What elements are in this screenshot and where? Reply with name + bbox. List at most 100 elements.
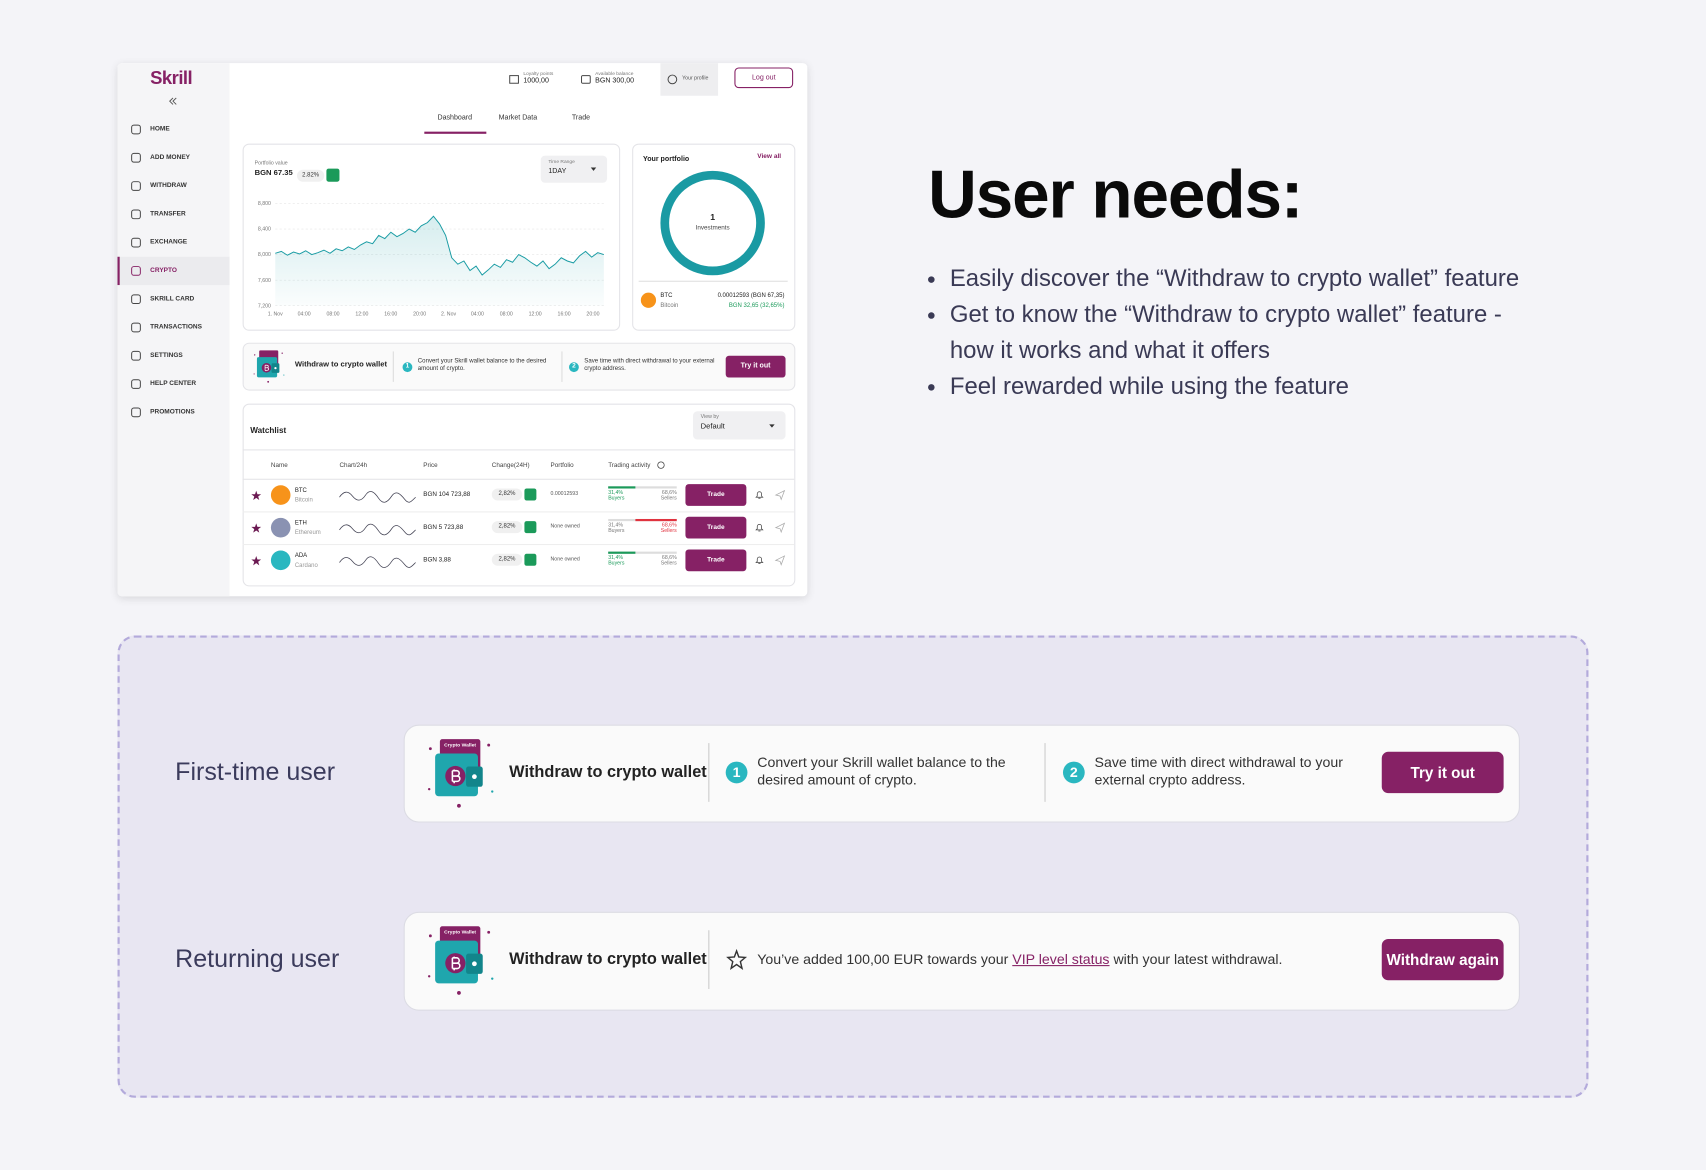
icon-shape [581, 75, 591, 84]
trade-button[interactable]: Trade [685, 516, 747, 539]
banner-title: Withdraw to crypto wallet [509, 949, 707, 969]
view-all-link[interactable]: View all [757, 153, 782, 160]
nav-item[interactable]: WITHDRAW [150, 182, 187, 190]
balance-icon [581, 75, 591, 84]
reward-message: You’ve added 100,00 EUR towards your VIP… [757, 951, 1282, 968]
coin-symbol [451, 956, 461, 971]
nav-item[interactable]: CRYPTO [150, 267, 177, 275]
nav-icon-shape [131, 124, 141, 135]
icon-shape [667, 74, 678, 85]
tab[interactable]: Trade [571, 114, 591, 122]
sellers-label: Sellers [660, 528, 677, 535]
wallet-icon-label: Crypto Wallet [444, 929, 476, 935]
star [251, 523, 262, 533]
star-icon [251, 523, 262, 533]
holding: None owned [550, 557, 580, 563]
buyers-value: 31,4% [608, 490, 623, 497]
wallet-icon-label: Crypto Wallet [444, 742, 476, 748]
nav-icon-shape [131, 266, 141, 276]
range-value[interactable]: 1DAY [548, 167, 567, 176]
watchlist-title: Watchlist [250, 425, 287, 436]
send [774, 555, 786, 566]
bullet [928, 384, 935, 391]
coin-icon [270, 550, 291, 571]
nav-item[interactable]: ADD MONEY [150, 154, 191, 162]
send [774, 522, 786, 534]
nav-icon [131, 266, 141, 276]
y-tick-label: 8,400 [258, 227, 271, 233]
nav-item[interactable]: TRANSACTIONS [150, 324, 203, 331]
coin-symbol: ETH [294, 520, 307, 527]
needs-title: User needs: [928, 157, 1303, 233]
send-icon [774, 555, 786, 566]
sparkle [491, 790, 494, 793]
sellers-value: 68,6% [661, 523, 677, 529]
nav-item[interactable]: SETTINGS [150, 352, 183, 360]
caret [590, 167, 597, 171]
change-pill: 2,82% [491, 553, 523, 566]
bell [755, 491, 764, 499]
cta-button[interactable]: Try it out [1381, 751, 1504, 794]
nav-item[interactable]: TRANSFER [150, 211, 186, 218]
sparkle [487, 930, 491, 934]
price: BGN 5 723,88 [423, 524, 464, 531]
column-header: Name [270, 462, 288, 469]
nav-icon [131, 209, 141, 220]
holding-gain: BGN 32,65 (32,65%) [728, 302, 785, 309]
holding: 0.00012593 [550, 491, 579, 498]
caret-shape [590, 167, 597, 171]
try-button[interactable]: Try it out [725, 355, 786, 378]
nav-item[interactable]: SKRILL CARD [150, 295, 195, 303]
x-tick-label: 1. Nov [268, 312, 283, 318]
cta-button[interactable]: Withdraw again [1381, 938, 1504, 981]
activity-bar [608, 486, 636, 488]
sparkle [457, 803, 461, 808]
x-tick-label: 20:00 [586, 312, 599, 318]
nav-item[interactable]: HOME [150, 126, 170, 133]
variant-label: First-time user [175, 757, 336, 786]
price: BGN 104 723,88 [423, 491, 471, 499]
star [251, 555, 262, 566]
nav-active-bar [117, 256, 120, 286]
x-tick-label: 12:00 [529, 312, 542, 318]
x-tick-label: 20:00 [413, 312, 426, 318]
star-outline [726, 948, 748, 970]
nav-icon-shape [131, 350, 141, 361]
trend-badge [524, 488, 537, 501]
bell-icon [755, 556, 764, 564]
portfolio-value: BGN 67.35 [254, 169, 293, 178]
loyalty-icon [509, 75, 519, 84]
trade-button[interactable]: Trade [685, 549, 747, 572]
sparkle [283, 374, 285, 376]
nav-item[interactable]: EXCHANGE [150, 239, 188, 246]
vip-link[interactable]: VIP level status [1012, 950, 1110, 968]
nav-icon [131, 294, 141, 305]
nav-icon [131, 350, 141, 361]
sparkle [281, 352, 283, 354]
coin-name: Ethereum [294, 529, 321, 537]
nav-icon [131, 322, 141, 333]
your-portfolio-title: Your portfolio [643, 155, 690, 164]
coin-symbol: BTC [294, 487, 307, 494]
view-by-box[interactable] [693, 411, 786, 440]
watchlist-card [242, 403, 796, 587]
star-icon [251, 555, 262, 566]
loyalty-label: Loyalty points [523, 70, 554, 77]
activity-track [608, 551, 677, 554]
nav-item[interactable]: PROMOTIONS [150, 409, 195, 416]
sparkle [428, 747, 432, 751]
profile-link[interactable]: Your profile [682, 76, 709, 82]
logout-button[interactable]: Log out [734, 67, 794, 89]
trade-button[interactable]: Trade [685, 484, 747, 506]
nav-item[interactable]: HELP CENTER [150, 380, 197, 388]
nav-icon [131, 181, 141, 191]
bullet [928, 276, 935, 283]
nav-icon-shape [131, 152, 141, 163]
tab[interactable]: Market Data [498, 114, 538, 122]
sparkle [253, 373, 255, 375]
column-header: Change(24H) [491, 462, 530, 469]
nav-icon-shape [131, 237, 141, 248]
activity-bar [608, 551, 636, 554]
tab[interactable]: Dashboard [437, 114, 473, 122]
